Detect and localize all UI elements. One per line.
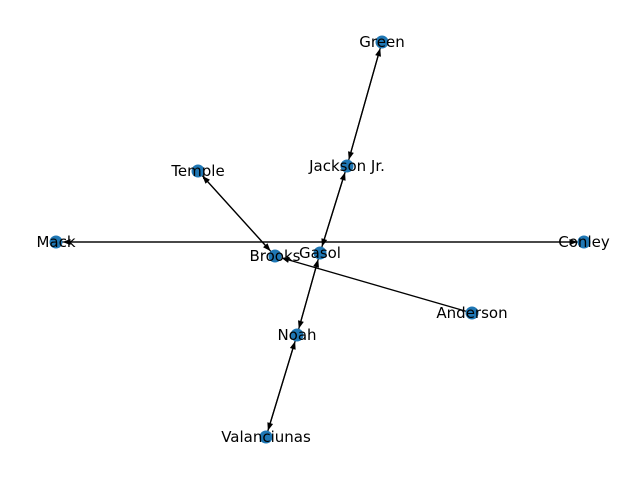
- node-label-conley: Conley: [558, 233, 610, 251]
- node-conley[interactable]: [577, 235, 591, 249]
- node-brooks[interactable]: [268, 249, 282, 263]
- node-valanciunas[interactable]: [259, 430, 273, 444]
- edge-noah-to-gasol: [296, 266, 317, 336]
- node-label-anderson: Anderson: [436, 304, 507, 322]
- node-label-noah: Noah: [277, 326, 316, 344]
- arrowhead-gasol-to-jackson: [339, 172, 346, 181]
- node-anderson[interactable]: [465, 306, 479, 320]
- arrowhead-jackson-to-green: [375, 48, 381, 57]
- node-label-brooks: Brooks: [250, 247, 301, 265]
- edges-layer: [56, 41, 584, 438]
- arrowhead-brooks-to-temple: [202, 175, 210, 184]
- labels-layer: Green Jackson Jr. Temple Mack Conley BrooksGa…: [36, 33, 609, 446]
- node-label-valanciunas: Valanciunas: [221, 428, 311, 446]
- edge-valanciunas-to-noah: [265, 348, 294, 438]
- edge-anderson-to-brooks: [288, 259, 473, 314]
- node-label-gasol: Gasol: [299, 244, 341, 262]
- node-green[interactable]: [375, 35, 389, 49]
- node-jackson[interactable]: [340, 159, 354, 173]
- node-label-green: Green: [359, 33, 404, 51]
- node-temple[interactable]: [191, 164, 205, 178]
- node-label-mack: Mack: [36, 233, 75, 251]
- node-mack[interactable]: [49, 235, 63, 249]
- node-label-jackson: Jackson Jr.: [308, 157, 385, 175]
- nodes-layer: [49, 35, 591, 444]
- arrowhead-noah-to-gasol: [313, 259, 319, 268]
- arrowhead-valanciunas-to-noah: [289, 341, 296, 350]
- node-noah[interactable]: [290, 328, 304, 342]
- arrowhead-mack-to-conley: [569, 239, 578, 245]
- node-gasol[interactable]: [313, 246, 327, 260]
- edge-gasol-to-jackson: [319, 179, 344, 254]
- edge-brooks-to-temple: [207, 181, 276, 257]
- edge-jackson-to-green: [346, 55, 379, 167]
- node-label-temple: Temple: [170, 162, 224, 180]
- arrowhead-anderson-to-brooks: [281, 257, 290, 263]
